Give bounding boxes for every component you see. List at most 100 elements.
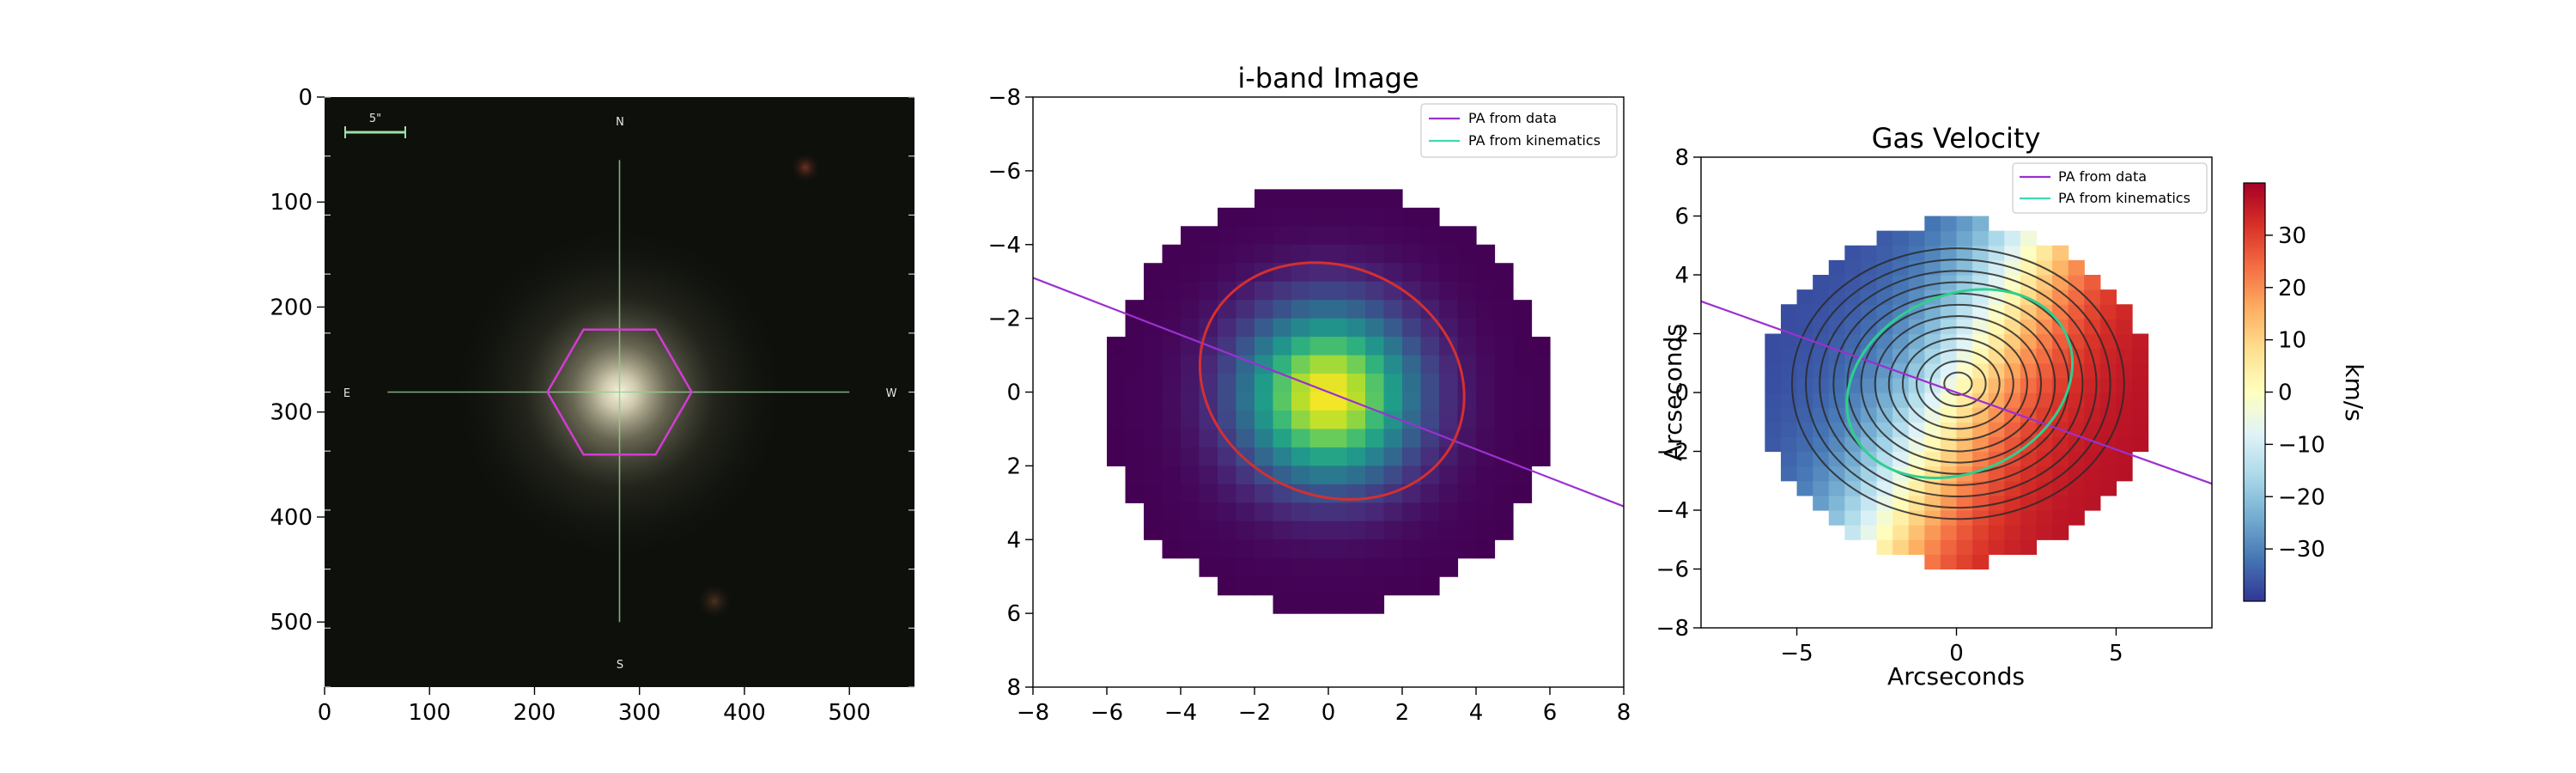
pixel — [1255, 207, 1274, 227]
pixel — [1365, 576, 1385, 596]
pixel — [1309, 557, 1329, 577]
pixel — [1218, 539, 1237, 559]
pixel — [2099, 466, 2117, 482]
pixel — [1236, 263, 1255, 283]
pixel — [1181, 410, 1200, 430]
pixel — [1924, 407, 1941, 423]
pixel — [2004, 348, 2021, 364]
pixel — [1893, 230, 1910, 247]
pixel — [1328, 226, 1348, 246]
pixel — [1383, 355, 1403, 374]
colorbar-tick-label: −20 — [2278, 484, 2325, 510]
pixel — [2068, 495, 2085, 511]
pixel — [2036, 451, 2053, 467]
y-tick-label: 500 — [270, 610, 313, 636]
pixel — [2004, 495, 2021, 511]
pixel — [1162, 429, 1182, 448]
pixel — [1765, 348, 1782, 364]
pixel — [1291, 244, 1311, 264]
pixel — [1796, 393, 1814, 408]
pixel — [1513, 466, 1533, 485]
pixel — [1876, 289, 1893, 305]
pixel — [1125, 392, 1145, 411]
pixel — [1309, 502, 1329, 522]
pixel — [1181, 484, 1200, 503]
pixel — [1956, 333, 1973, 350]
pixel — [1494, 502, 1514, 522]
pixel — [1383, 539, 1403, 559]
pixel — [1199, 520, 1218, 540]
pixel — [1273, 520, 1292, 540]
pixel — [1972, 216, 1990, 232]
x-tick-label: −5 — [1780, 641, 1813, 666]
pixel — [1972, 539, 1990, 555]
gas-velocity-axes: −5 0 5 8 6 4 2 0 −2 −4 −6 −8 — [1656, 145, 2123, 666]
pixel — [1420, 466, 1440, 485]
pixel — [1273, 410, 1292, 430]
pixel — [2099, 407, 2117, 423]
pixel — [2020, 510, 2038, 526]
pixel — [1125, 429, 1145, 448]
pixel — [2084, 377, 2101, 393]
pixel — [1972, 245, 1990, 261]
pixel — [1181, 520, 1200, 540]
pixel — [1940, 525, 1958, 540]
pixel — [1236, 392, 1255, 411]
pixel — [1309, 355, 1329, 374]
pixel — [1291, 466, 1311, 485]
pixel — [1255, 447, 1274, 466]
pixel — [1346, 281, 1366, 301]
pixel — [2004, 525, 2021, 540]
pixel — [1255, 429, 1274, 448]
pixel — [1255, 337, 1274, 356]
x-tick-label: 300 — [618, 700, 661, 726]
pixel — [2020, 393, 2038, 408]
pixel — [1813, 377, 1830, 393]
pixel — [1420, 207, 1440, 227]
pixel — [1328, 410, 1348, 430]
pixel — [1181, 429, 1200, 448]
ifu-hexagon — [546, 328, 693, 456]
panel-optical-image: 5" N S E W 0 100 200 300 400 500 0 100 200 300 400… — [270, 85, 914, 726]
pixel — [1439, 410, 1459, 430]
pixel — [1181, 355, 1200, 374]
pixel — [1346, 392, 1366, 411]
pixel — [1309, 594, 1329, 614]
contour — [1943, 371, 1973, 396]
i-band-pixel-map — [1107, 189, 1551, 614]
pixel — [2004, 510, 2021, 526]
pixel — [1236, 520, 1255, 540]
pixel — [1383, 466, 1403, 485]
pixel — [1513, 374, 1533, 393]
pixel — [1199, 300, 1218, 320]
pixel — [1860, 319, 1878, 335]
pixel — [1181, 244, 1200, 264]
pixel — [1439, 466, 1459, 485]
pixel — [1972, 393, 1990, 408]
pixel — [1199, 447, 1218, 466]
pixel — [1365, 557, 1385, 577]
pixel — [2099, 289, 2117, 305]
pixel — [1439, 226, 1459, 246]
pixel — [1346, 226, 1366, 246]
pixel — [1828, 377, 1845, 393]
pixel — [1125, 300, 1145, 320]
pixel — [1457, 337, 1477, 356]
pixel — [1255, 410, 1274, 430]
pixel — [1181, 392, 1200, 411]
pixel — [1309, 337, 1329, 356]
pixel — [1908, 230, 1925, 247]
pixel — [1844, 275, 1862, 290]
pixel — [1513, 484, 1533, 503]
pixel — [1940, 230, 1958, 247]
pixel — [1144, 520, 1163, 540]
pixel — [1144, 374, 1163, 393]
pixel — [1255, 300, 1274, 320]
pixel — [1365, 355, 1385, 374]
pixel — [1940, 510, 1958, 526]
pixel — [1457, 539, 1477, 559]
pixel — [1956, 525, 1973, 540]
pixel — [1328, 429, 1348, 448]
pixel — [1924, 245, 1941, 261]
